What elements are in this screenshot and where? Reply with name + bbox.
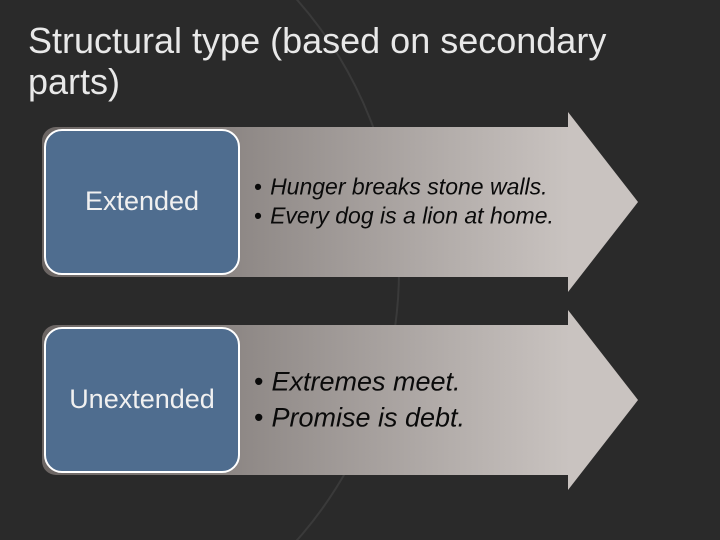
bullet-text: Hunger breaks stone walls.	[270, 172, 547, 201]
list-item: • Hunger breaks stone walls.	[254, 172, 594, 201]
list-item: • Extremes meet.	[254, 363, 594, 399]
slide: Structural type (based on secondary part…	[0, 0, 720, 540]
list-item: • Every dog is a lion at home.	[254, 202, 594, 231]
bullet-dot-icon: •	[254, 363, 263, 399]
label-text: Unextended	[69, 384, 215, 415]
label-text: Extended	[85, 186, 199, 217]
label-card-extended: Extended	[44, 129, 240, 275]
bullet-dot-icon: •	[254, 172, 262, 201]
block-extended: Extended • Hunger breaks stone walls. • …	[42, 127, 642, 277]
bullet-list-unextended: • Extremes meet. • Promise is debt.	[254, 363, 594, 436]
bullet-text: Every dog is a lion at home.	[270, 202, 554, 231]
blocks-container: Extended • Hunger breaks stone walls. • …	[28, 127, 692, 475]
bullet-list-extended: • Hunger breaks stone walls. • Every dog…	[254, 172, 594, 231]
bullet-dot-icon: •	[254, 400, 263, 436]
bullet-dot-icon: •	[254, 202, 262, 231]
bullet-text: Extremes meet.	[271, 363, 460, 399]
page-title: Structural type (based on secondary part…	[28, 20, 692, 103]
bullet-text: Promise is debt.	[271, 400, 465, 436]
list-item: • Promise is debt.	[254, 400, 594, 436]
block-unextended: Unextended • Extremes meet. • Promise is…	[42, 325, 642, 475]
label-card-unextended: Unextended	[44, 327, 240, 473]
